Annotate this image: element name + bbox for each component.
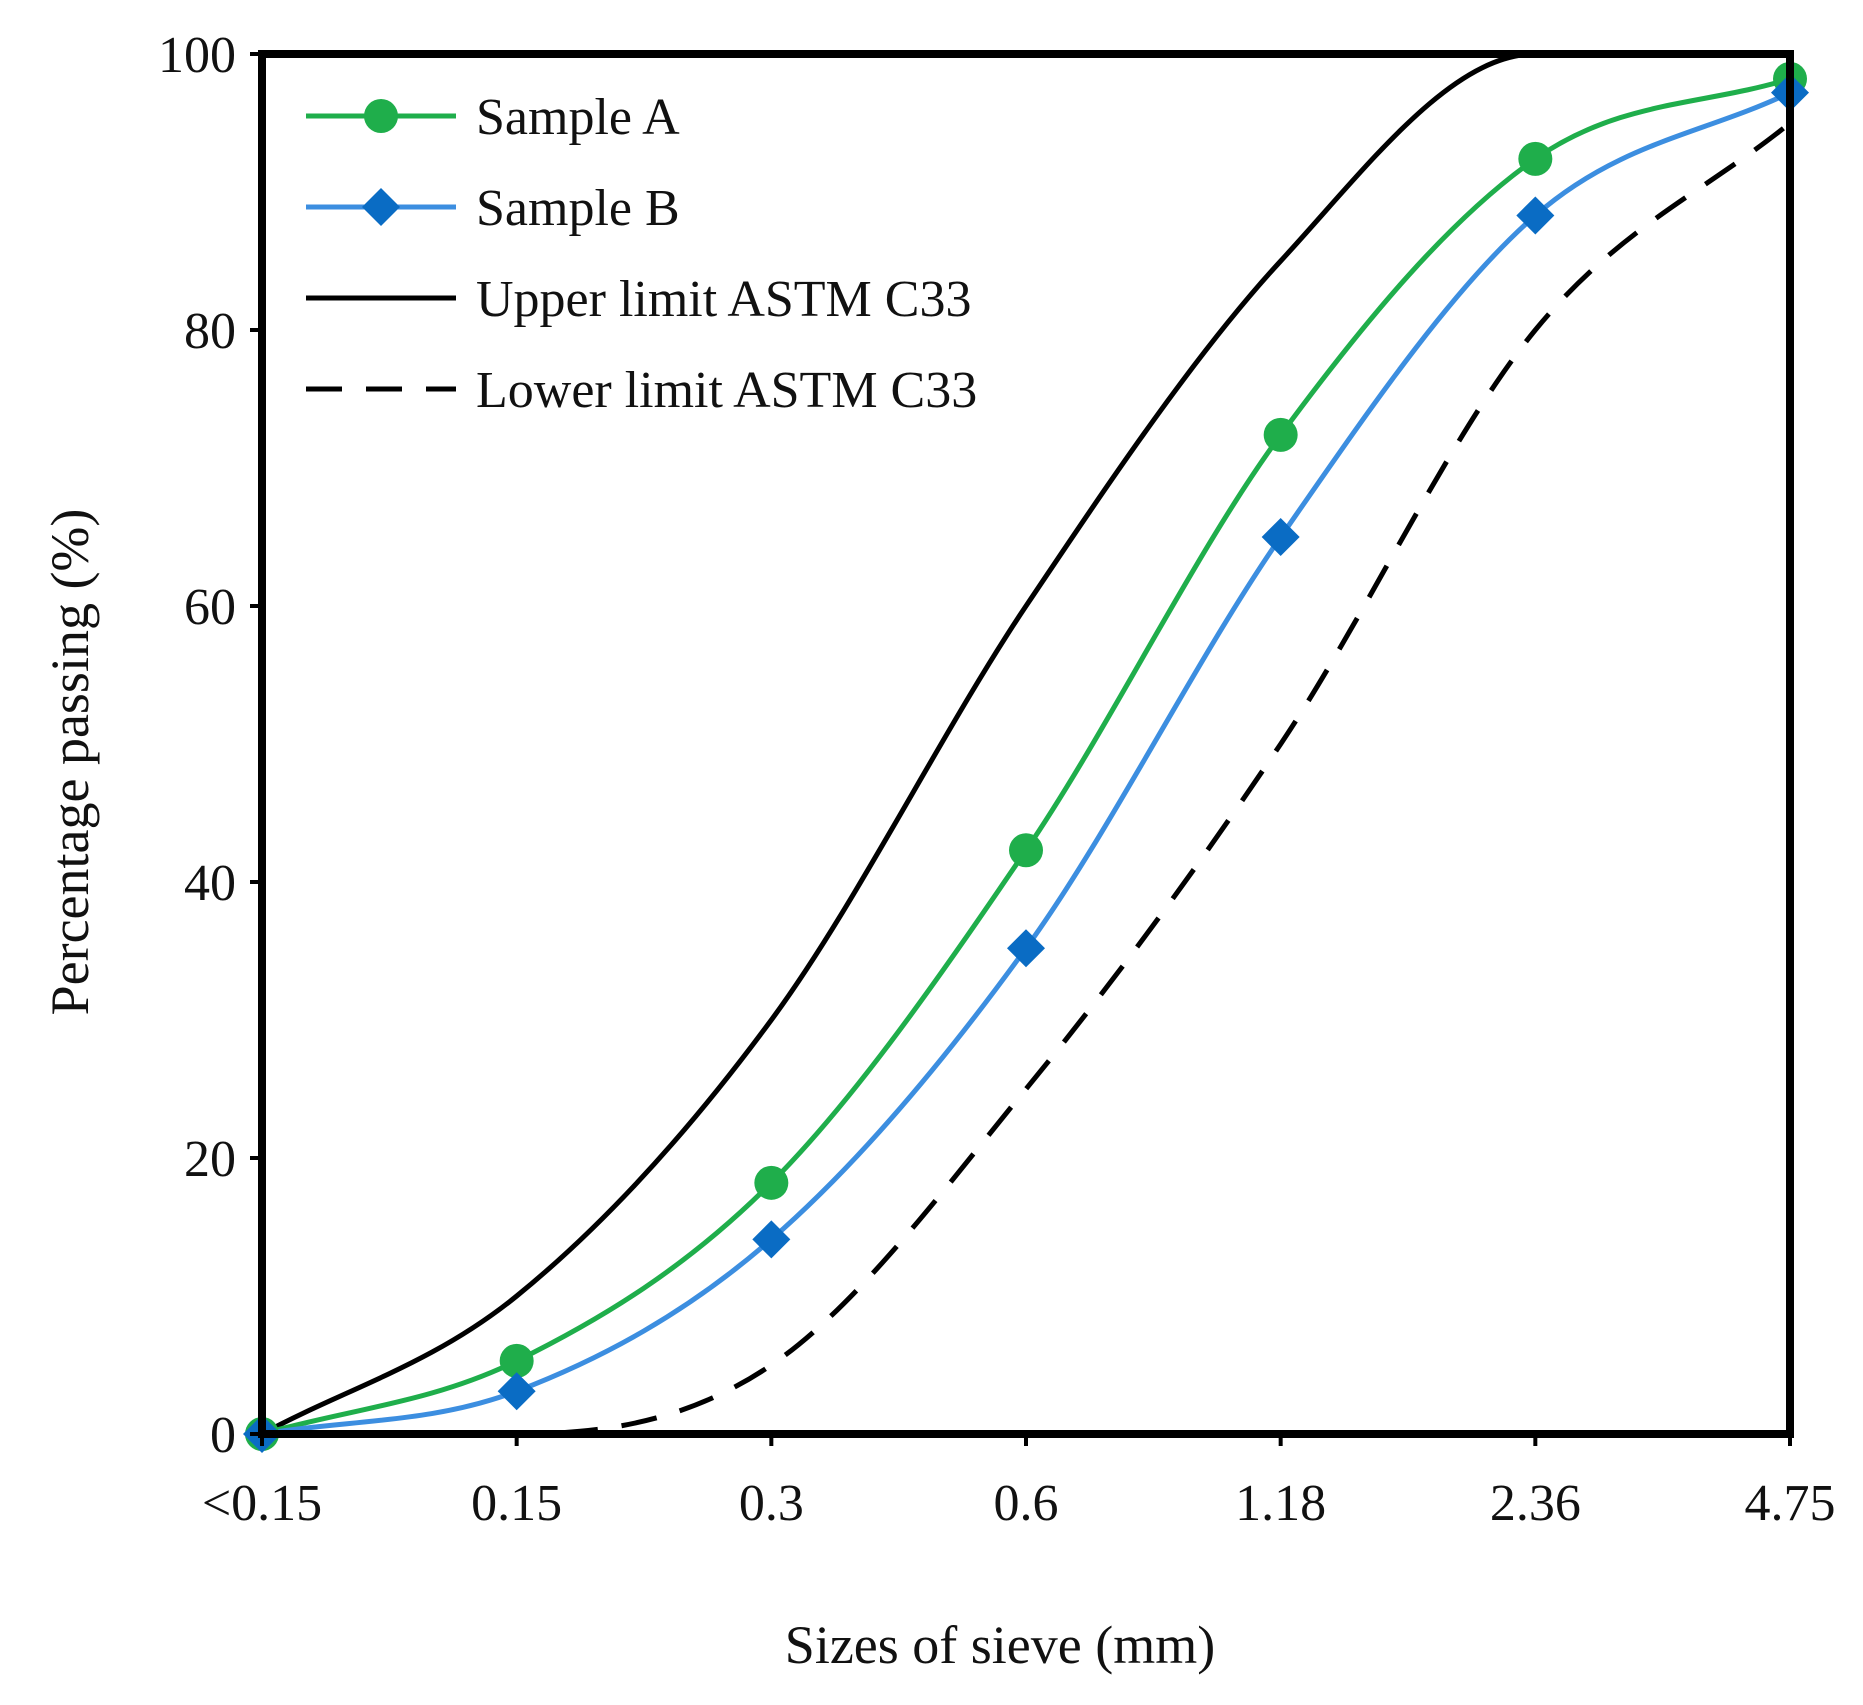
- y-tick-label: 80: [184, 303, 236, 360]
- y-axis-title: Percentage passing (%): [40, 509, 100, 1016]
- y-tick-label: 40: [184, 855, 236, 912]
- y-tick-label: 60: [184, 579, 236, 636]
- x-tick-label: 2.36: [1490, 1475, 1581, 1532]
- series-line-sample-a: [261, 76, 1791, 1437]
- series-layer: [260, 51, 1792, 1437]
- data-point-sample-a-3: [1009, 833, 1043, 868]
- data-point-sample-a-4: [1263, 417, 1298, 452]
- data-point-sample-b-4: [1261, 518, 1300, 556]
- x-tick-label: 0.6: [994, 1475, 1059, 1532]
- legend-label-lower-limit-astm-c33: Lower limit ASTM C33: [476, 362, 977, 419]
- data-point-sample-a-5: [1518, 141, 1553, 176]
- legend-marker-sample-b: [362, 188, 400, 226]
- x-tick-label: 0.15: [471, 1475, 562, 1532]
- x-axis-title: Sizes of sieve (mm): [785, 1615, 1215, 1675]
- series-line-upper-limit-astm-c33: [260, 51, 1790, 1437]
- data-point-sample-a-1: [499, 1343, 534, 1378]
- data-point-sample-b-5: [1516, 196, 1555, 235]
- y-tick-label: 20: [184, 1131, 236, 1188]
- x-axis-ticks: <0.15 0.15 0.3 0.6 1.18 2.36 4.75: [202, 1434, 1836, 1532]
- x-tick-label: 0.3: [739, 1475, 804, 1532]
- x-tick-label: 1.18: [1235, 1475, 1326, 1532]
- legend-label-sample-b: Sample B: [476, 180, 680, 237]
- plot-frame: [258, 50, 1794, 1438]
- data-point-sample-b-1: [497, 1372, 536, 1411]
- data-point-sample-a-2: [754, 1165, 789, 1200]
- legend-label-sample-a: Sample A: [476, 89, 680, 146]
- legend-label-upper-limit-astm-c33: Upper limit ASTM C33: [476, 271, 971, 328]
- data-point-sample-b-2: [752, 1220, 791, 1259]
- series-line-lower-limit-astm-c33: [261, 121, 1792, 1437]
- x-tick-label: 4.75: [1745, 1475, 1836, 1532]
- legend-marker-sample-a: [364, 99, 398, 133]
- legend: Sample A Sample B Upper limit ASTM C33 Lowe…: [306, 89, 977, 419]
- y-tick-label: 100: [158, 27, 236, 84]
- x-tick-label: <0.15: [202, 1475, 322, 1532]
- marker-layer: [243, 61, 1809, 1453]
- y-tick-label: 0: [210, 1407, 236, 1464]
- y-axis-ticks: 0 20 40 60 80 100: [158, 27, 262, 1464]
- data-point-sample-b-3: [1007, 929, 1045, 968]
